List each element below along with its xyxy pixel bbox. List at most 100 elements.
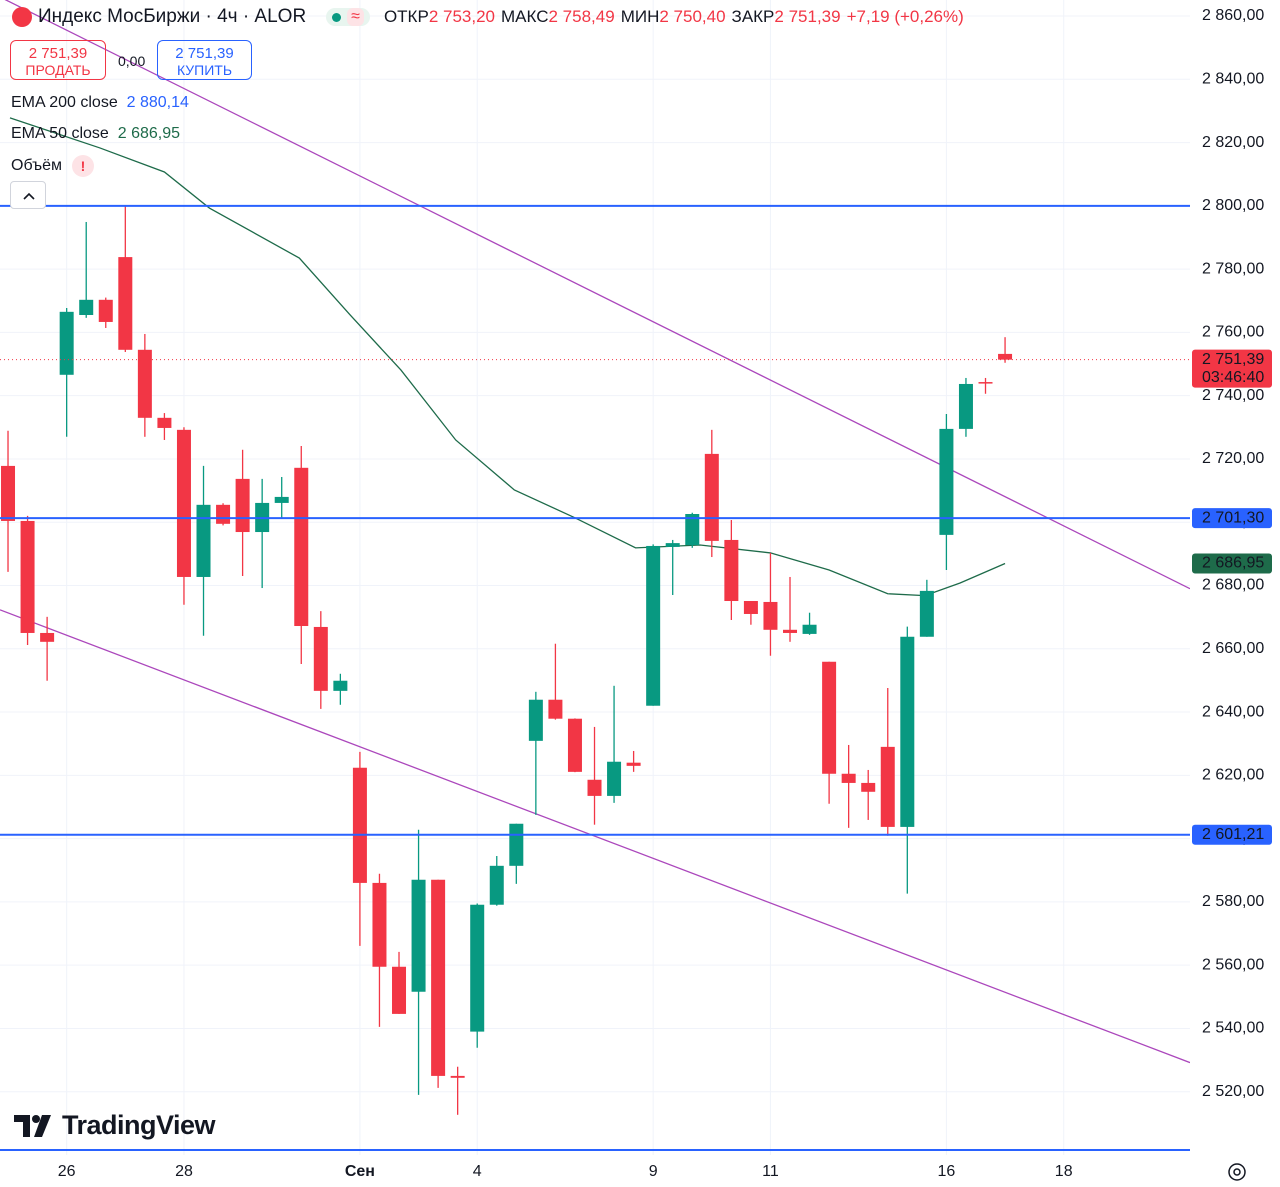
candle-body <box>333 680 348 691</box>
y-tick-label: 2 620,00 <box>1202 767 1264 784</box>
candle-body <box>59 311 74 375</box>
candle-body <box>176 429 191 577</box>
candle-body <box>802 624 817 634</box>
y-tick-label: 2 820,00 <box>1202 134 1264 151</box>
candle-body <box>274 496 289 503</box>
ema200-value: 2 880,14 <box>126 94 189 111</box>
settings-icon <box>1228 1163 1246 1181</box>
close-label: ЗАКР <box>731 7 775 26</box>
level-label: 2 701,30 <box>1202 509 1264 526</box>
collapse-button[interactable] <box>10 181 46 209</box>
spread: 0,00 <box>118 53 146 69</box>
header: Индекс МосБиржи · 4ч · ALOR ≈ ОТКР 2 753,… <box>12 6 964 28</box>
high-value: 2 758,49 <box>548 7 615 26</box>
x-tick-label: Сен <box>345 1163 375 1180</box>
candle-body <box>548 699 563 719</box>
candle-body <box>79 299 94 315</box>
candle-body <box>841 773 856 783</box>
y-tick-label: 2 540,00 <box>1202 1020 1264 1037</box>
y-tick-label: 2 720,00 <box>1202 450 1264 467</box>
buy-button[interactable]: 2 751,39 КУПИТЬ <box>157 40 252 80</box>
close-value: 2 751,39 <box>774 7 841 26</box>
ema200-legend[interactable]: EMA 200 close 2 880,14 <box>11 94 189 112</box>
candle-body <box>685 514 700 546</box>
candle-body <box>998 353 1013 360</box>
trend-line <box>0 609 1190 1064</box>
x-tick-label: 9 <box>649 1163 658 1180</box>
candle-body <box>900 636 915 827</box>
x-tick-label: 4 <box>473 1163 482 1180</box>
y-tick-label: 2 580,00 <box>1202 893 1264 910</box>
sell-button[interactable]: 2 751,39 ПРОДАТЬ <box>10 40 106 80</box>
y-tick-label: 2 860,00 <box>1202 7 1264 24</box>
candle-body <box>978 382 993 384</box>
trend-line <box>4 0 1190 590</box>
y-tick-label: 2 660,00 <box>1202 640 1264 657</box>
symbol[interactable]: Индекс МосБиржи · 4ч · ALOR <box>38 6 307 27</box>
candle-body <box>919 590 934 637</box>
ema50-name: EMA 50 close <box>11 125 109 142</box>
collapse-icon <box>23 192 35 200</box>
x-tick-label: 26 <box>58 1163 76 1180</box>
x-tick-label: 11 <box>762 1163 779 1180</box>
status-pill[interactable]: ≈ <box>326 8 370 26</box>
logo: TradingView <box>14 1110 216 1141</box>
level-box <box>1192 824 1272 845</box>
y-tick-label: 2 560,00 <box>1202 956 1264 973</box>
sell-price: 2 751,39 <box>28 45 88 62</box>
y-tick-label: 2 740,00 <box>1202 387 1264 404</box>
symbol-icon <box>12 7 32 27</box>
ema200-name: EMA 200 close <box>11 94 118 111</box>
candle-body <box>607 761 622 796</box>
candle-body <box>587 779 602 796</box>
candle-body <box>783 629 798 633</box>
countdown: 03:46:40 <box>1202 369 1264 386</box>
candle-body <box>665 543 680 547</box>
candle-body <box>470 904 485 1032</box>
last-price-box <box>1192 349 1272 388</box>
low-value: 2 750,40 <box>659 7 726 26</box>
candle-body <box>626 762 641 766</box>
logo-icon <box>14 1114 51 1137</box>
mode: ≈ <box>347 8 364 26</box>
candle-body <box>939 428 954 535</box>
sell-label: ПРОДАТЬ <box>25 62 91 78</box>
buy-price: 2 751,39 <box>175 45 234 62</box>
candle-body <box>235 478 250 533</box>
y-tick-label: 2 800,00 <box>1202 197 1264 214</box>
candle-body <box>743 601 758 614</box>
candle-body <box>313 626 328 691</box>
candle-body <box>528 699 543 741</box>
y-tick-label: 2 640,00 <box>1202 703 1264 720</box>
settings-icon-center <box>1233 1168 1241 1176</box>
candle-body <box>372 882 387 967</box>
candle-body <box>880 746 895 827</box>
ema50-value: 2 686,95 <box>117 125 180 142</box>
candle-body <box>118 257 133 350</box>
candle-body <box>704 453 719 541</box>
y-tick-label: 2 520,00 <box>1202 1083 1264 1100</box>
candle-body <box>137 349 152 418</box>
candle-body <box>822 661 837 774</box>
candle-body <box>40 632 55 642</box>
volume-warning: ! <box>71 155 94 177</box>
candle-body <box>646 545 661 706</box>
buy-label: КУПИТЬ <box>176 62 233 78</box>
open-label: ОТКР <box>383 7 429 26</box>
y-tick-label: 2 780,00 <box>1202 260 1264 277</box>
x-tick-label: 16 <box>938 1163 956 1180</box>
candle-body <box>392 966 407 1014</box>
last-price-label: 2 751,39 <box>1202 351 1264 368</box>
ema50-legend[interactable]: EMA 50 close 2 686,95 <box>11 125 180 143</box>
candle-body <box>567 718 582 772</box>
ema-line <box>9 117 1006 597</box>
volume-legend[interactable]: Объём! <box>11 155 94 177</box>
candle-body <box>958 383 973 429</box>
candle-body <box>431 879 446 1076</box>
candle-body <box>489 865 504 905</box>
candle-body <box>157 417 172 428</box>
candle-body <box>450 1075 465 1078</box>
volume-name: Объём <box>11 157 62 174</box>
high-label: МАКС <box>501 7 549 26</box>
